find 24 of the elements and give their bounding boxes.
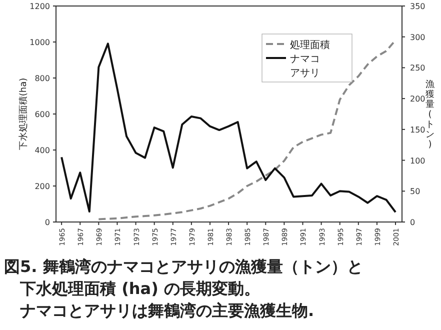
y-tick-label: 600 — [34, 110, 50, 119]
legend-label: 処理面積 — [290, 39, 330, 51]
y2-tick-label: 250 — [410, 64, 426, 73]
y-axis-title: 下水処理面積(ha) — [18, 78, 29, 150]
text: ナマコとアサリは舞鶴湾の主要漁獲生物. — [20, 301, 314, 320]
y-tick-label: 1000 — [30, 38, 50, 47]
y-tick-label: 1200 — [30, 2, 50, 11]
y2-tick-label: 200 — [410, 94, 426, 104]
y2-tick-label: 100 — [410, 156, 426, 166]
y-tick-label: 400 — [34, 146, 50, 155]
line-series — [98, 39, 397, 220]
caption: 図5. 舞鶴湾のナマコとアサリの漁獲量（トン）と — [4, 257, 363, 276]
y2-tick-label: 0 — [410, 218, 416, 227]
legend-label: ナマコ — [290, 54, 320, 65]
text: 下水処理面積 (ha) の長期変動。 — [19, 279, 260, 298]
y-tick-label: 200 — [34, 182, 50, 191]
y2-tick-label: 50 — [410, 187, 420, 196]
y2-tick-label: 350 — [410, 2, 426, 11]
annotation: アサリ — [290, 68, 320, 79]
y2-tick-label: 300 — [410, 32, 426, 42]
y-tick-label: 800 — [34, 74, 50, 83]
y-tick-label: 0 — [44, 218, 50, 227]
y2-tick-label: 150 — [410, 125, 426, 134]
y2-axis-title: 漁獲量(トン) — [426, 79, 434, 150]
